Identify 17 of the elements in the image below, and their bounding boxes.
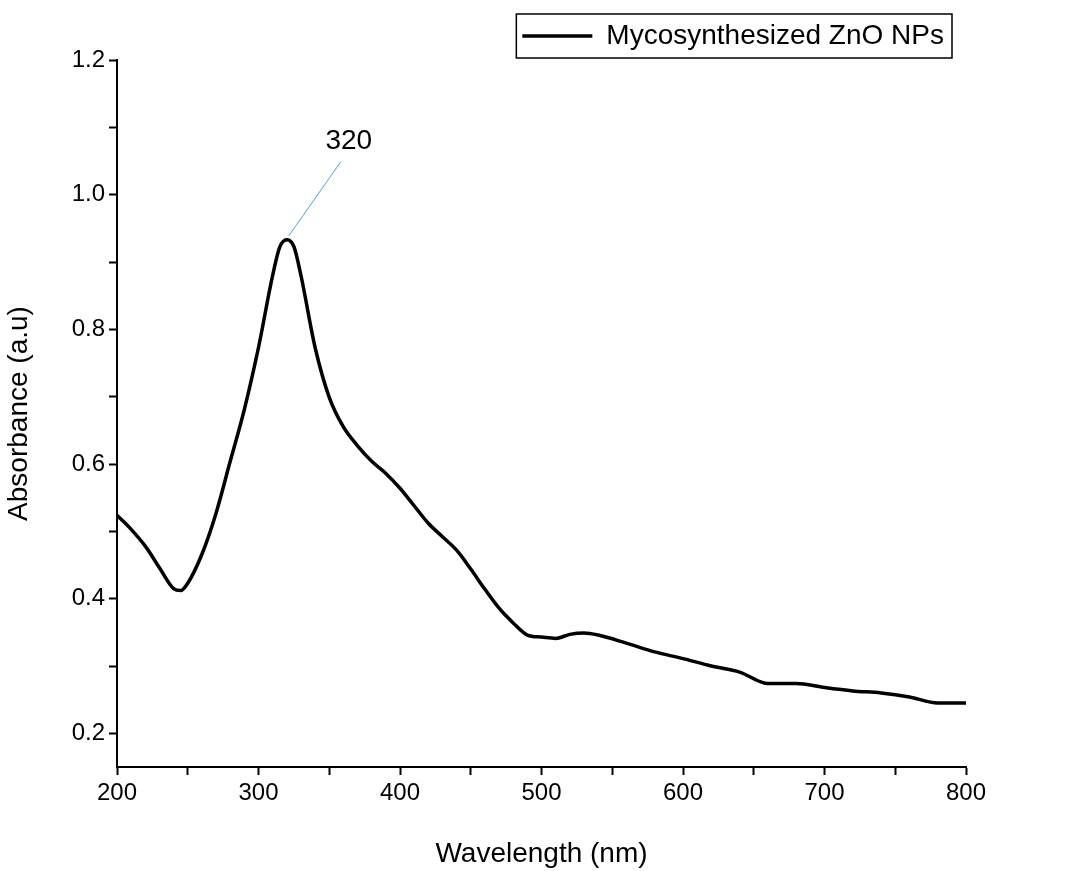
y-tick-label: 0.2 — [71, 717, 105, 745]
annotation: 320 — [325, 124, 373, 156]
y-tick-label: 1.2 — [71, 44, 105, 72]
legend-label: Mycosynthesized ZnO NPs — [606, 18, 944, 50]
x-tick-label: 600 — [662, 778, 704, 806]
x-axis-title: Wavelength (nm) — [435, 836, 648, 868]
x-tick-label: 700 — [804, 778, 845, 806]
x-tick-label: 300 — [238, 778, 279, 806]
y-tick-label: 1.0 — [71, 179, 105, 207]
y-tick-label: 0.4 — [71, 583, 105, 611]
x-tick-label: 500 — [521, 778, 562, 806]
x-tick-label: 800 — [945, 778, 987, 806]
y-tick-label: 0.8 — [71, 313, 105, 341]
y-tick-label: 0.6 — [71, 448, 105, 476]
x-tick-label: 200 — [96, 778, 138, 806]
x-tick-label: 400 — [379, 778, 421, 806]
y-axis-title: Absorbance (a.u) — [1, 306, 33, 521]
